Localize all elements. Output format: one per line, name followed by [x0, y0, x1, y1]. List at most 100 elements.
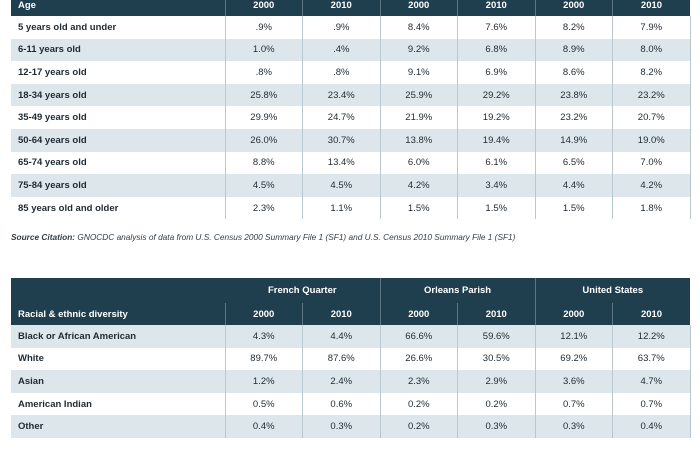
group-header-french-quarter: French Quarter	[225, 278, 381, 303]
value-cell: 12.2%	[612, 325, 691, 348]
row-label: Asian	[11, 370, 225, 393]
row-label: Other	[11, 415, 225, 438]
value-cell: 0.7%	[612, 392, 691, 416]
value-cell: 24.7%	[302, 106, 380, 129]
group-header-united-states: United States	[534, 278, 691, 303]
empty-header-cell	[11, 278, 225, 303]
row-label: 65-74 years old	[11, 151, 225, 175]
value-cell: 23.2%	[612, 83, 691, 107]
row-label: 12-17 years old	[11, 61, 225, 84]
racial-diversity-table: French Quarter Orleans Parish United Sta…	[11, 278, 691, 438]
value-cell: 25.9%	[379, 83, 458, 107]
value-cell: 30.5%	[457, 347, 536, 371]
row-label: 75-84 years old	[11, 174, 225, 197]
year-header: 2000	[534, 0, 613, 16]
value-cell: 8.4%	[379, 16, 458, 39]
value-cell: 4.7%	[612, 370, 691, 393]
value-cell: 1.0%	[224, 38, 303, 62]
value-cell: 21.9%	[379, 106, 458, 129]
value-cell: 8.6%	[534, 61, 613, 84]
table-row: 50-64 years old 26.0% 30.7% 13.8% 19.4% 14.9%…	[11, 128, 691, 152]
value-cell: 23.8%	[534, 83, 613, 107]
table-row: 6-11 years old 1.0% .4% 9.2% 6.8% 8.9% 8.0%	[11, 38, 691, 62]
value-cell: 8.8%	[224, 151, 303, 175]
value-cell: 12.1%	[534, 325, 613, 348]
value-cell: 9.2%	[379, 38, 458, 62]
row-label: White	[11, 347, 225, 371]
value-cell: 6.8%	[457, 38, 535, 62]
value-cell: 25.8%	[224, 83, 303, 107]
year-header: 2010	[457, 303, 536, 325]
year-header: 2000	[534, 303, 613, 325]
value-cell: 87.6%	[302, 347, 381, 371]
table-row: Black or African American 4.3% 4.4% 66.6% 59…	[11, 325, 691, 348]
value-cell: 2.4%	[302, 370, 381, 393]
row-label: Black or African American	[11, 325, 225, 348]
value-cell: 0.3%	[302, 415, 381, 438]
value-cell: 7.9%	[612, 16, 691, 39]
value-cell: 3.6%	[534, 370, 613, 393]
value-cell: 13.8%	[379, 128, 458, 152]
value-cell: 1.5%	[379, 196, 458, 220]
value-cell: 1.5%	[457, 196, 535, 220]
table-row: Asian 1.2% 2.4% 2.3% 2.9% 3.6% 4.7%	[11, 370, 691, 393]
table-row: 5 years old and under .9% .9% 8.4% 7.6% 8.2% 7…	[11, 16, 691, 39]
value-cell: 0.6%	[302, 392, 381, 416]
value-cell: 4.5%	[224, 174, 303, 197]
value-cell: 1.8%	[612, 196, 691, 220]
source-citation: Source Citation: GNOCDC analysis of data…	[11, 232, 515, 242]
table-row: American Indian 0.5% 0.6% 0.2% 0.2% 0.7% 0.7%	[11, 392, 691, 416]
value-cell: 63.7%	[612, 347, 691, 371]
age-table-header-row: Age 2000 2010 2000 2010 2000 2010	[11, 0, 690, 16]
value-cell: 2.9%	[457, 370, 536, 393]
value-cell: 0.3%	[534, 415, 613, 438]
value-cell: 89.7%	[224, 347, 303, 371]
table-row: 65-74 years old 8.8% 13.4% 6.0% 6.1% 6.5% 7.0%	[11, 151, 691, 175]
value-cell: 26.0%	[224, 128, 303, 152]
row-label: 85 years old and older	[11, 196, 225, 220]
citation-label: Source Citation:	[11, 232, 76, 242]
value-cell: 8.2%	[612, 61, 691, 84]
row-label: 5 years old and under	[11, 16, 225, 39]
race-table-group-row: French Quarter Orleans Parish United Sta…	[11, 278, 691, 303]
table-row: Other 0.4% 0.3% 0.2% 0.3% 0.3% 0.4%	[11, 415, 691, 438]
value-cell: 0.2%	[379, 392, 458, 416]
value-cell: 6.0%	[379, 151, 458, 175]
citation-text: GNOCDC analysis of data from U.S. Census…	[75, 232, 516, 242]
table-row: 75-84 years old 4.5% 4.5% 4.2% 3.4% 4.4% 4.2%	[11, 174, 691, 197]
value-cell: 7.6%	[457, 16, 535, 39]
race-table-year-row: Racial & ethnic diversity 2000 2010 2000…	[11, 303, 691, 325]
value-cell: 1.5%	[534, 196, 613, 220]
year-header: 2000	[379, 303, 458, 325]
row-label: 35-49 years old	[11, 106, 225, 129]
row-label: 50-64 years old	[11, 128, 225, 152]
value-cell: 26.6%	[379, 347, 458, 371]
value-cell: 2.3%	[224, 196, 303, 220]
table-row: White 89.7% 87.6% 26.6% 30.5% 69.2% 63.7%	[11, 347, 691, 371]
year-header: 2000	[379, 0, 458, 16]
value-cell: 4.4%	[302, 325, 381, 348]
value-cell: 19.0%	[612, 128, 691, 152]
year-header: 2000	[224, 0, 303, 16]
value-cell: 59.6%	[457, 325, 536, 348]
value-cell: 6.1%	[457, 151, 535, 175]
table-row: 35-49 years old 29.9% 24.7% 21.9% 19.2% 23.2%…	[11, 106, 691, 129]
value-cell: .8%	[224, 61, 303, 84]
value-cell: .9%	[224, 16, 303, 39]
value-cell: 3.4%	[457, 174, 535, 197]
value-cell: 19.2%	[457, 106, 535, 129]
value-cell: 19.4%	[457, 128, 535, 152]
value-cell: 69.2%	[534, 347, 613, 371]
row-label: 18-34 years old	[11, 83, 225, 107]
value-cell: 1.2%	[224, 370, 303, 393]
age-header-label: Age	[11, 0, 225, 16]
value-cell: 1.1%	[302, 196, 380, 220]
value-cell: 6.5%	[534, 151, 613, 175]
value-cell: 8.9%	[534, 38, 613, 62]
value-cell: 4.2%	[379, 174, 458, 197]
value-cell: 8.2%	[534, 16, 613, 39]
value-cell: 0.3%	[457, 415, 536, 438]
table-row: 85 years old and older 2.3% 1.1% 1.5% 1.5% 1.…	[11, 196, 691, 220]
year-header: 2000	[224, 303, 303, 325]
value-cell: 8.0%	[612, 38, 691, 62]
